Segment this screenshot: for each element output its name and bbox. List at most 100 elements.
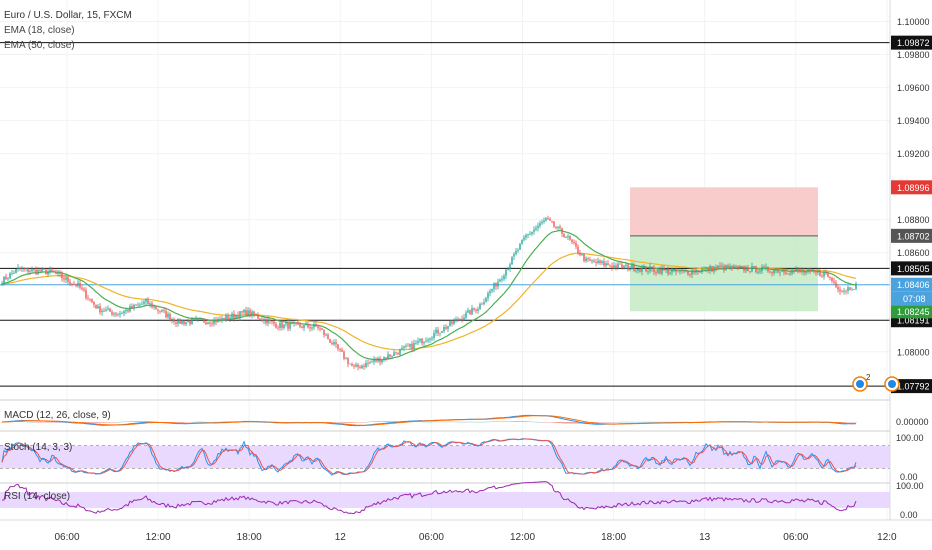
ema-slow-legend[interactable]: EMA (50, close): [4, 40, 75, 51]
macd-histogram-bar: [193, 421, 195, 423]
candle: [809, 267, 811, 275]
countdown-bg: [891, 291, 932, 306]
price-tick-7: 1.08000: [897, 347, 930, 357]
candle-body: [491, 289, 493, 292]
candle-body: [769, 271, 771, 273]
candle: [431, 336, 433, 342]
macd-histogram-bar: [253, 421, 255, 423]
candle-body: [161, 310, 163, 312]
macd-histogram-bar: [33, 421, 35, 423]
candle: [655, 269, 657, 276]
macd-histogram-bar: [43, 422, 45, 423]
symbol-title[interactable]: Euro / U.S. Dollar, 15, FXCM: [4, 10, 132, 21]
candle-body: [409, 343, 411, 347]
macd-histogram-bar: [371, 421, 373, 423]
candle-body: [103, 310, 105, 312]
candle: [315, 320, 317, 327]
macd-histogram-bar: [383, 421, 385, 422]
candle-body: [623, 265, 625, 268]
ema-fast-legend[interactable]: EMA (18, close): [4, 25, 75, 36]
candle-body: [155, 306, 157, 310]
candle-body: [215, 319, 217, 323]
candle-body: [641, 267, 643, 272]
candle-body: [401, 347, 403, 350]
macd-histogram-bar: [463, 421, 465, 423]
candle: [719, 262, 721, 270]
candle-body: [839, 289, 841, 292]
rsi-band: [0, 492, 890, 508]
candle-body: [247, 310, 249, 316]
candle-body: [35, 269, 37, 274]
bar-countdown: 07:08: [903, 294, 926, 304]
candle-body: [207, 322, 209, 325]
macd-histogram-bar: [843, 422, 845, 423]
candle-body: [555, 226, 557, 229]
candle-body: [605, 263, 607, 266]
candle-body: [135, 304, 137, 306]
candle: [45, 268, 47, 275]
macd-histogram-bar: [387, 421, 389, 422]
candle: [383, 356, 385, 363]
macd-histogram-bar: [557, 422, 559, 424]
event-badge-edge[interactable]: [884, 376, 900, 392]
candle: [791, 267, 793, 276]
candle: [675, 267, 677, 276]
candle: [321, 327, 323, 331]
candle: [97, 304, 99, 309]
macd-legend[interactable]: MACD (12, 26, close, 9): [4, 410, 111, 421]
event-badge[interactable]: 2: [852, 373, 871, 392]
candle: [661, 265, 663, 276]
candle: [289, 320, 291, 331]
candle-body: [95, 304, 97, 309]
macd-histogram-bar: [637, 421, 639, 423]
candle-body: [349, 363, 351, 365]
candle: [693, 267, 695, 275]
macd-histogram-bar: [661, 421, 663, 423]
macd-histogram-bar: [93, 422, 95, 423]
stoch-legend[interactable]: Stoch (14, 3, 3): [4, 442, 72, 453]
rsi-legend[interactable]: RSI (14, close): [4, 491, 70, 502]
candle: [113, 311, 115, 317]
candle: [687, 271, 689, 276]
price-axis-background: [890, 0, 932, 520]
macd-histogram-bar: [369, 421, 371, 423]
macd-histogram-bar: [23, 421, 25, 423]
macd-histogram-bar: [645, 421, 647, 423]
candle-body: [213, 319, 215, 324]
candle-body: [653, 268, 655, 273]
position-zones: [630, 187, 818, 312]
candle-body: [793, 270, 795, 272]
macd-histogram-bar: [741, 421, 743, 423]
macd-histogram-bar: [541, 422, 543, 423]
macd-histogram-bar: [569, 422, 571, 424]
candle-body: [729, 265, 731, 269]
candle-body: [395, 352, 397, 354]
candle-body: [601, 261, 603, 264]
candle-body: [331, 342, 333, 345]
candle-body: [765, 266, 767, 268]
candle: [677, 271, 679, 273]
candle-body: [357, 364, 359, 367]
candle: [333, 339, 335, 346]
candle-body: [813, 269, 815, 272]
candle-body: [393, 352, 395, 356]
candle-body: [263, 319, 265, 321]
candle: [397, 352, 399, 355]
macd-histogram-bar: [187, 422, 189, 423]
candle: [607, 259, 609, 266]
candle: [547, 215, 549, 220]
candle-body: [315, 324, 317, 327]
macd-histogram-bar: [345, 422, 347, 423]
horizontal-lines: [0, 42, 890, 387]
time-label-1: 12:00: [146, 532, 171, 543]
candle: [55, 269, 57, 275]
macd-histogram-bar: [327, 422, 329, 423]
candle: [385, 357, 387, 362]
candle-body: [733, 265, 735, 269]
macd-histogram-bar: [395, 421, 397, 422]
candle: [245, 306, 247, 316]
macd-histogram-bar: [493, 421, 495, 422]
candle: [669, 271, 671, 276]
candle: [821, 273, 823, 278]
